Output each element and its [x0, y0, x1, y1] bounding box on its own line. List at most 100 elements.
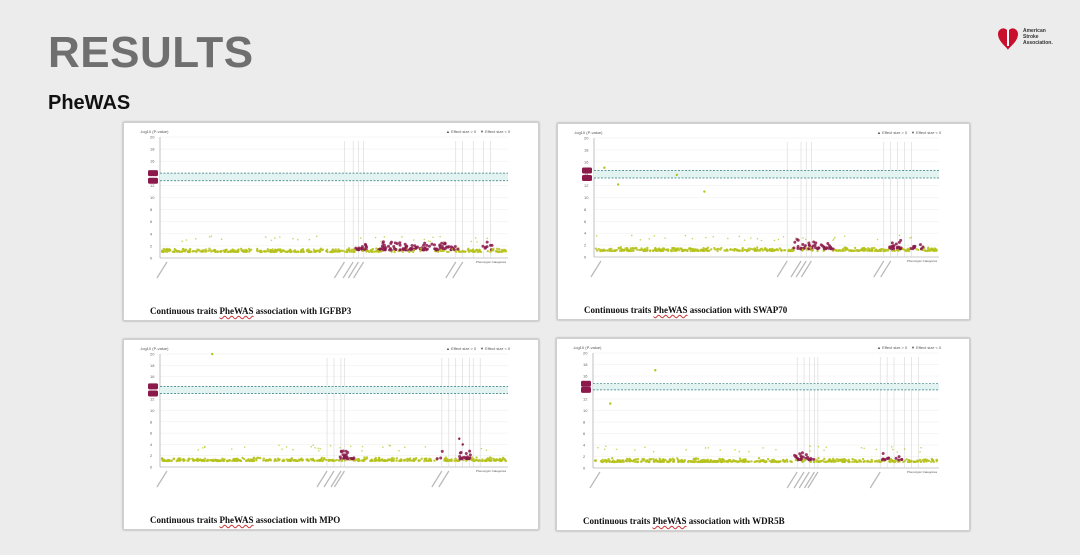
data-point — [430, 242, 434, 246]
data-point — [654, 459, 657, 462]
data-point — [329, 444, 332, 447]
data-point — [785, 458, 788, 461]
data-point — [633, 460, 637, 464]
data-point — [407, 250, 411, 254]
data-point — [398, 459, 401, 463]
data-point — [824, 460, 827, 464]
data-point — [783, 249, 786, 252]
x-axis-label: Phenotypic Categories — [907, 259, 938, 263]
data-point — [361, 445, 364, 448]
data-point — [217, 250, 220, 253]
data-point — [870, 460, 874, 463]
data-point — [910, 236, 913, 239]
logo-line: Association. — [1023, 40, 1053, 46]
data-point — [212, 249, 216, 252]
data-point — [331, 248, 335, 251]
data-point — [394, 247, 398, 251]
data-point — [753, 247, 756, 250]
data-point — [891, 460, 894, 463]
data-point — [816, 459, 819, 462]
data-point — [617, 247, 620, 250]
data-point — [196, 457, 199, 461]
y-tick-label: 18 — [150, 363, 155, 368]
data-point — [616, 460, 620, 464]
data-point — [924, 458, 927, 461]
slide-subtitle: PheWAS — [48, 92, 131, 114]
y-tick-label: 0 — [584, 255, 587, 260]
data-point — [344, 449, 348, 453]
y-tick-label: 2 — [583, 454, 586, 459]
y-tick-label: 12 — [150, 183, 155, 188]
data-point — [201, 447, 204, 449]
data-point — [843, 246, 847, 249]
data-point — [292, 448, 294, 451]
heart-torch-icon — [998, 26, 1018, 50]
data-point — [743, 248, 747, 252]
data-point — [825, 446, 828, 449]
data-point — [415, 245, 419, 249]
data-point — [831, 247, 835, 251]
data-point — [806, 455, 810, 459]
data-point — [202, 248, 205, 252]
data-point — [344, 453, 348, 457]
data-point — [165, 250, 169, 253]
y-tick-label: 16 — [584, 159, 589, 164]
category-tick-label — [795, 260, 807, 278]
data-point — [335, 458, 338, 462]
data-point — [489, 250, 492, 254]
data-point — [684, 234, 687, 237]
data-point — [403, 246, 407, 250]
data-point — [764, 246, 767, 250]
data-point — [796, 247, 800, 251]
data-point — [289, 250, 292, 254]
data-point — [205, 459, 209, 462]
data-point — [678, 460, 682, 463]
data-point — [173, 250, 176, 254]
data-point — [863, 460, 866, 463]
data-point — [650, 458, 653, 461]
caption-prefix: Continuous traits — [583, 516, 653, 526]
data-point — [622, 460, 625, 464]
category-tick-label — [590, 260, 602, 278]
phewas-panel-swap70: -log10 (P-value) ▲ Effect size > 0 ▼ Effec… — [557, 123, 970, 320]
y-tick-label: 6 — [150, 219, 153, 224]
y-tick-label: 8 — [583, 420, 586, 425]
data-point — [328, 458, 331, 462]
data-point — [893, 249, 896, 253]
phewas-plot: -log10 (P-value) ▲ Effect size > 0 ▼ Effec… — [573, 345, 942, 489]
data-point — [264, 459, 267, 462]
y-axis-label: -log10 (P-value) — [573, 345, 602, 350]
data-point — [390, 456, 394, 460]
category-tick-label — [452, 261, 464, 279]
data-point — [204, 248, 207, 251]
data-point — [891, 448, 894, 451]
data-point — [667, 460, 670, 464]
data-point — [219, 250, 222, 253]
data-point — [789, 249, 793, 253]
data-point — [826, 242, 830, 246]
data-point — [594, 459, 597, 463]
data-point — [713, 460, 716, 463]
data-point — [832, 460, 836, 463]
data-point — [399, 458, 403, 461]
data-point — [843, 460, 847, 464]
data-point — [501, 456, 505, 460]
data-point — [777, 460, 780, 464]
data-point — [256, 249, 259, 253]
data-point — [706, 246, 710, 249]
data-point — [435, 457, 439, 461]
data-point — [173, 247, 176, 251]
data-point — [679, 247, 683, 250]
data-point — [281, 459, 284, 463]
data-point — [296, 250, 299, 253]
data-point — [905, 458, 908, 461]
y-tick-label: 18 — [584, 147, 589, 152]
panel-caption: Continuous traits PheWAS association wit… — [150, 306, 351, 316]
data-point — [597, 446, 599, 449]
data-point — [597, 247, 601, 251]
data-point — [393, 250, 396, 254]
data-point — [191, 458, 195, 462]
data-point — [652, 450, 655, 453]
data-point — [729, 248, 732, 251]
data-point — [471, 458, 474, 462]
